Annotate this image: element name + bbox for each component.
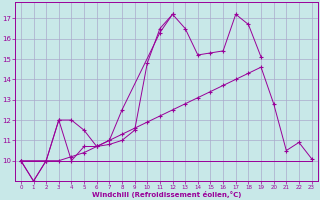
X-axis label: Windchill (Refroidissement éolien,°C): Windchill (Refroidissement éolien,°C) — [92, 191, 241, 198]
